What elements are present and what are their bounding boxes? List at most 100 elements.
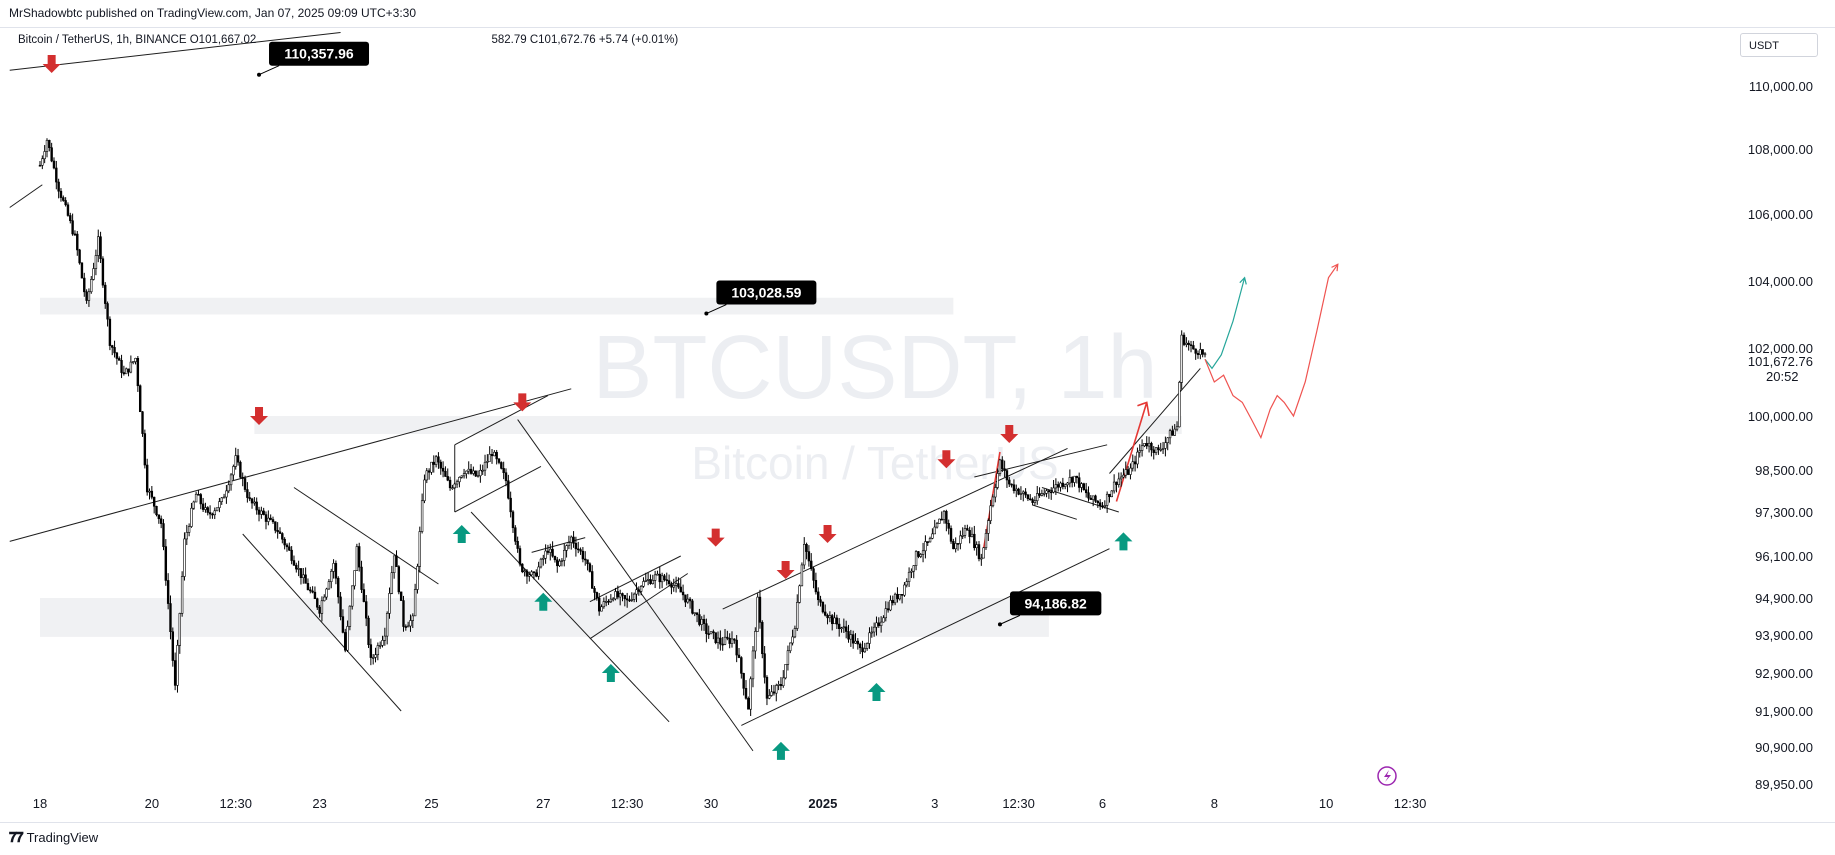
candle (754, 627, 757, 659)
candle-body (1185, 342, 1188, 345)
candle-body (85, 291, 88, 301)
candle-body (686, 598, 689, 603)
candle-body (863, 648, 867, 653)
candle-body (113, 347, 116, 354)
candle (1131, 454, 1134, 472)
candle (1194, 348, 1197, 360)
candle (278, 527, 282, 534)
candle (912, 565, 915, 579)
candle-body (903, 584, 906, 596)
candle (155, 505, 158, 517)
candle-body (611, 598, 615, 601)
candle (893, 592, 897, 606)
candle (313, 586, 317, 600)
projections-layer (1204, 263, 1339, 440)
candle-body (369, 644, 373, 658)
candle-body (644, 580, 648, 582)
candle (933, 519, 936, 535)
candle-body (991, 496, 995, 507)
candle-body (616, 591, 620, 598)
candle-body (595, 592, 599, 599)
candle (1196, 350, 1200, 359)
candle (751, 646, 755, 688)
candle (793, 625, 797, 639)
candle-body (316, 598, 319, 608)
alert-icon[interactable] (1377, 766, 1397, 786)
candle (1122, 468, 1125, 479)
candle-body (646, 579, 650, 581)
candle (351, 585, 354, 610)
candle (616, 585, 620, 600)
candle (1066, 481, 1069, 493)
candle (192, 500, 195, 510)
candle (693, 612, 696, 617)
candle-body (1024, 491, 1027, 496)
candle-body (856, 640, 860, 645)
candle (730, 631, 734, 648)
candle-body (97, 236, 100, 256)
candle (870, 626, 874, 638)
candle (542, 554, 545, 566)
candle (1115, 481, 1118, 493)
candle (127, 368, 130, 377)
candle (1138, 444, 1141, 458)
candle (737, 648, 741, 659)
candle (907, 567, 911, 587)
candle-body (919, 554, 922, 557)
candle (199, 493, 202, 510)
candle-body (1154, 447, 1158, 453)
candle-body (702, 618, 706, 624)
candle-body (572, 536, 575, 544)
candle-body (924, 541, 927, 552)
candle (521, 563, 524, 574)
candle-body (928, 538, 932, 543)
candle-body (1050, 491, 1053, 494)
candle (455, 479, 459, 488)
candle (327, 579, 331, 590)
candle (570, 535, 573, 550)
candle-body (41, 158, 44, 166)
candle-body (973, 533, 976, 549)
candle (660, 572, 664, 589)
candle-body (1080, 483, 1083, 488)
currency-button[interactable]: USDT (1740, 33, 1818, 57)
trendline (1109, 368, 1201, 474)
candle-body (586, 559, 589, 565)
candle (288, 542, 291, 551)
candle-body (751, 650, 755, 680)
candle-body (1052, 487, 1055, 493)
candle (761, 620, 764, 659)
candle-body (1159, 449, 1162, 451)
candle-body (812, 568, 815, 581)
candle (367, 615, 370, 649)
candle-body (870, 631, 874, 634)
candle-body (963, 528, 967, 536)
watermark-description: Bitcoin / TetherUS (691, 437, 1058, 489)
candle (71, 213, 74, 236)
candle-body (383, 635, 387, 641)
candle-body (1087, 492, 1090, 499)
zone (254, 416, 1182, 434)
candle (1068, 469, 1072, 488)
candle-body (1152, 449, 1155, 453)
candle (733, 638, 736, 644)
candle-body (62, 197, 65, 201)
candle (973, 525, 976, 551)
candle-body (632, 593, 636, 600)
candle-body (597, 597, 601, 612)
bear-signal-arrow-icon (250, 407, 269, 425)
candle (1152, 446, 1155, 460)
candle (1171, 425, 1174, 436)
price-tick-label: 90,900.00 (1755, 740, 1813, 755)
candle-body (411, 615, 414, 621)
candle (698, 608, 701, 627)
candle (837, 618, 841, 637)
candle (672, 578, 675, 592)
candle (1147, 436, 1151, 453)
candle (55, 160, 58, 190)
candle-body (458, 476, 461, 483)
candle-body (288, 546, 291, 551)
candle (849, 629, 853, 647)
candle-body (847, 631, 850, 640)
